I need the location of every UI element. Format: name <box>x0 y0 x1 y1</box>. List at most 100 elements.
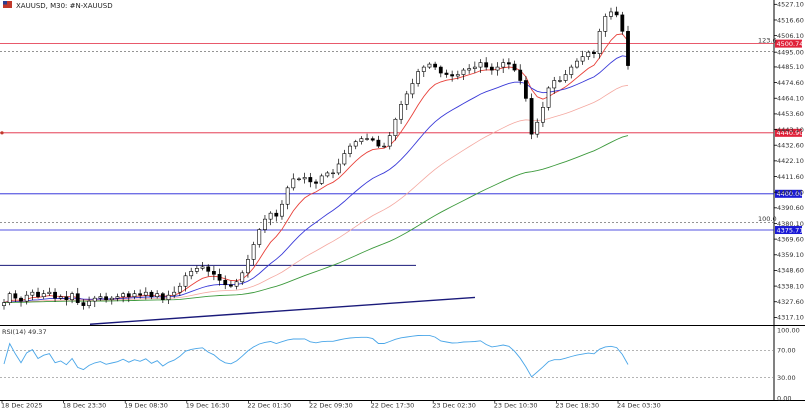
candle <box>427 62 432 69</box>
candle <box>211 266 216 281</box>
price-tick-label: 4390.60 <box>777 204 804 212</box>
candle <box>223 275 228 290</box>
flag-icon <box>3 1 12 8</box>
ma-fast-line <box>3 33 629 304</box>
fib-level-tag: 123.6 <box>758 37 777 45</box>
candle <box>342 149 347 166</box>
candle <box>393 117 398 141</box>
candle <box>24 291 29 305</box>
candle <box>41 289 46 300</box>
candle <box>438 65 443 78</box>
candle <box>302 172 307 184</box>
price-tick-label: 4411.60 <box>777 173 804 181</box>
candle <box>603 13 608 37</box>
candle <box>399 100 403 125</box>
candle <box>546 86 551 111</box>
candle <box>246 254 250 278</box>
candle <box>569 64 574 79</box>
level-price-badge-label: 4400.00 <box>777 190 804 198</box>
candle <box>160 291 165 303</box>
candle <box>455 70 460 80</box>
candle <box>257 228 262 248</box>
price-tick-label: 4453.60 <box>777 110 804 118</box>
moving-averages <box>3 33 629 304</box>
time-tick-label: 18 Dec 23:30 <box>63 402 107 409</box>
rsi-axis-label: 70.00 <box>777 347 796 355</box>
candle <box>172 286 177 299</box>
candle <box>410 78 415 99</box>
candle <box>104 292 109 303</box>
candle <box>444 69 449 78</box>
candle <box>518 64 523 85</box>
price-tick-label: 4485.10 <box>777 63 804 71</box>
candle <box>251 241 256 266</box>
time-tick-label: 22 Dec 09:30 <box>309 402 353 409</box>
candle <box>331 169 335 179</box>
rsi-label: RSI(14) 49.37 <box>2 328 47 336</box>
candle <box>308 172 313 188</box>
candle <box>143 287 148 300</box>
candle <box>609 7 613 20</box>
candle <box>365 133 369 141</box>
candle <box>523 76 528 102</box>
candle <box>121 291 126 303</box>
candle <box>234 278 239 290</box>
candle <box>2 298 6 310</box>
candle <box>268 211 273 226</box>
candle <box>189 267 194 280</box>
rsi-axis-label: 30.00 <box>777 374 796 382</box>
rsi-axis-label: 100.00 <box>777 326 800 334</box>
candle <box>319 173 324 186</box>
price-axis[interactable]: 4527.10 4516.60 4506.10 4495.00 4485.10 4474.… <box>774 1 804 322</box>
candle <box>30 289 35 301</box>
level-anchor-dot <box>0 131 4 135</box>
candle <box>274 209 279 222</box>
candle <box>558 76 562 83</box>
price-tick-label: 4506.10 <box>777 32 804 40</box>
candle <box>115 293 120 302</box>
candle <box>461 68 466 81</box>
candle <box>81 299 86 310</box>
candle <box>194 265 199 274</box>
candle <box>450 70 455 82</box>
candle <box>126 291 131 303</box>
time-tick-label: 23 Dec 18:30 <box>555 402 599 409</box>
rsi-indicator: 100.00 70.00 30.00 0.00 <box>0 326 800 402</box>
candle <box>132 290 137 300</box>
candle <box>541 101 545 127</box>
trend-line[interactable] <box>89 296 476 325</box>
candle <box>563 70 568 83</box>
candle <box>620 11 625 35</box>
price-tick-label: 4327.60 <box>777 298 804 306</box>
time-tick-label: 19 Dec 16:30 <box>186 402 230 409</box>
level-price-badge <box>775 128 802 137</box>
candle <box>552 76 557 94</box>
candle <box>280 200 284 220</box>
candle <box>240 270 245 286</box>
price-tick-label: 4474.60 <box>777 79 804 87</box>
time-tick-label: 23 Dec 10:30 <box>494 402 538 409</box>
candle <box>404 90 409 111</box>
time-tick-label: 24 Dec 03:30 <box>617 402 661 409</box>
candle <box>506 58 511 70</box>
candle <box>353 139 358 150</box>
rsi-line <box>3 334 629 378</box>
level-price-badge-label: 4440.90 <box>777 129 804 137</box>
candle <box>626 25 630 70</box>
price-tick-label: 4495.00 <box>777 48 804 56</box>
candle <box>138 289 143 299</box>
candle <box>47 287 52 296</box>
candle <box>597 28 602 59</box>
candle <box>348 143 352 158</box>
price-tick-label: 4401.10 <box>777 188 804 196</box>
candle <box>421 65 426 77</box>
candle <box>387 132 392 150</box>
rsi-pane[interactable]: RSI(14) 49.37 100.00 70.00 30.00 0.00 <box>0 326 800 402</box>
candle <box>467 64 472 74</box>
candle <box>75 287 80 305</box>
candle <box>13 290 18 302</box>
level-price-badge <box>775 39 802 48</box>
time-axis[interactable]: 18 Dec 2025 18 Dec 23:30 19 Dec 08:30 19 De… <box>1 400 661 409</box>
